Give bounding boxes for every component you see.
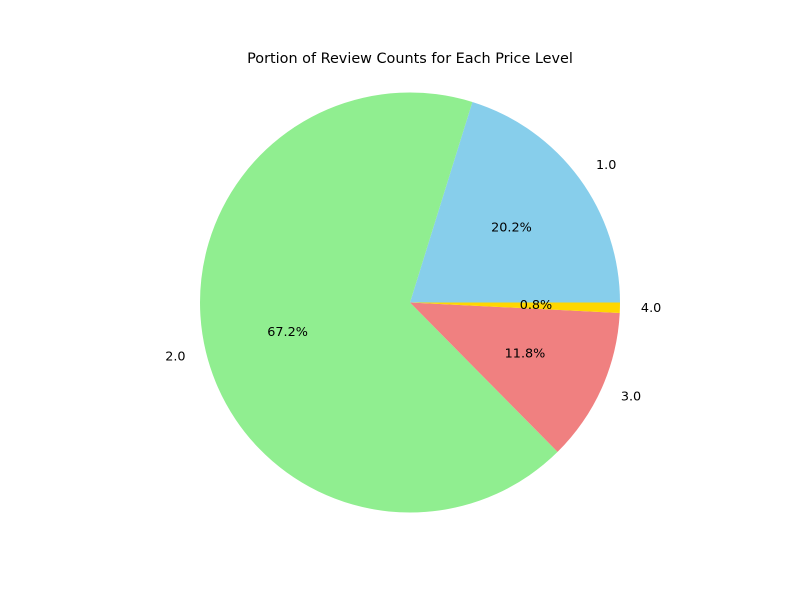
slice-category-label: 4.0 [641, 301, 661, 316]
pie-slice-1.0 [410, 101, 620, 303]
pie-slice-4.0 [410, 302, 620, 314]
slice-category-label: 1.0 [596, 158, 616, 173]
pie-labels: 1.0 20.2% 2.0 67.2% 3.0 11.8% 4.0 0.8% [165, 158, 661, 404]
pie-slice-3.0 [410, 302, 620, 452]
slice-percent-label: 0.8% [520, 298, 553, 313]
pie-slices [200, 92, 620, 513]
chart-title: Portion of Review Counts for Each Price … [247, 51, 573, 67]
slice-percent-label: 67.2% [267, 325, 308, 340]
slice-category-label: 2.0 [165, 350, 185, 365]
slice-percent-label: 11.8% [505, 346, 546, 361]
slice-percent-label: 20.2% [491, 220, 532, 235]
pie-slice-2.0 [200, 92, 558, 513]
slice-category-label: 3.0 [621, 389, 641, 404]
